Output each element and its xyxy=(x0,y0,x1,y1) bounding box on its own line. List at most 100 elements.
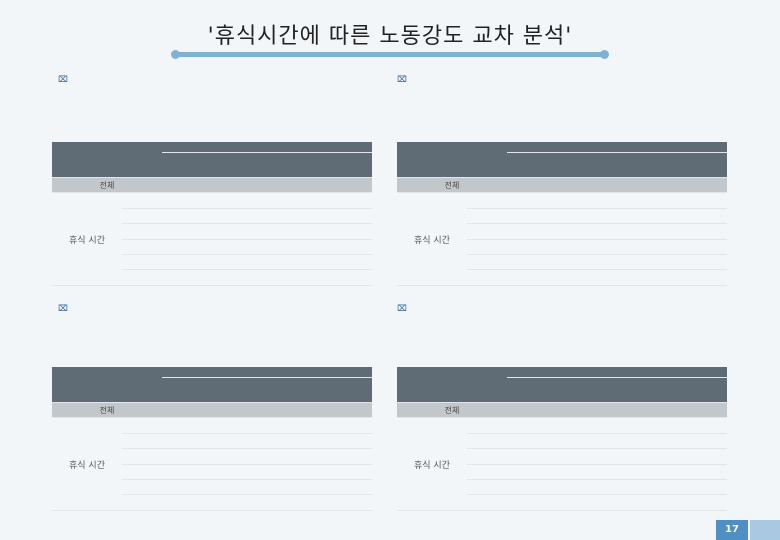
table-cell xyxy=(232,494,267,511)
table-cell xyxy=(122,417,162,434)
table-cell xyxy=(543,464,581,480)
table-cell xyxy=(267,479,302,496)
table-cell xyxy=(580,433,617,450)
note-marker-icon: ⌧ xyxy=(58,304,68,314)
table-cell xyxy=(162,239,197,255)
column-header xyxy=(653,152,691,178)
column-header xyxy=(337,152,372,178)
table-cell xyxy=(616,417,654,434)
table-cell xyxy=(162,192,197,209)
column-header xyxy=(543,152,581,178)
table-cell xyxy=(232,417,267,434)
table-cell xyxy=(690,464,727,480)
table-cell xyxy=(302,448,337,465)
total-label: 전체 xyxy=(397,402,507,419)
table-cell xyxy=(267,269,302,286)
table-cell xyxy=(337,192,372,209)
table-cell xyxy=(467,254,507,271)
column-header xyxy=(616,152,654,178)
table-cell xyxy=(616,494,654,511)
table-cell xyxy=(467,239,507,255)
table-cell xyxy=(616,254,654,271)
table-cell xyxy=(122,239,162,255)
table-cell xyxy=(507,254,544,271)
column-header xyxy=(267,377,302,403)
row-group-label: 휴식 시간 xyxy=(397,417,467,511)
table-cell xyxy=(653,208,691,225)
table-cell xyxy=(197,479,232,496)
column-header xyxy=(267,152,302,178)
table-cell xyxy=(267,223,302,240)
table-cell xyxy=(690,254,727,271)
table-cell xyxy=(507,494,544,511)
table-top-header xyxy=(162,142,372,153)
table-cell xyxy=(653,448,691,465)
table-cell xyxy=(467,464,507,480)
table-cell xyxy=(232,208,267,225)
table-cell xyxy=(543,494,581,511)
table-cell xyxy=(543,223,581,240)
table-cell xyxy=(616,402,654,419)
table-cell xyxy=(543,448,581,465)
column-header xyxy=(653,377,691,403)
column-header xyxy=(543,377,581,403)
table-cell xyxy=(302,269,337,286)
table-cell xyxy=(507,479,544,496)
note-marker-icon: ⌧ xyxy=(397,304,407,314)
table-cell xyxy=(653,177,691,194)
note-top-right: ⌧ xyxy=(397,74,727,87)
table-cell xyxy=(302,402,337,419)
table-row xyxy=(52,479,372,496)
table-row xyxy=(52,223,372,240)
table-cell xyxy=(197,417,232,434)
table-cell xyxy=(507,433,544,450)
table-corner-header xyxy=(52,367,162,403)
table-cell xyxy=(162,269,197,286)
table-cell xyxy=(337,417,372,434)
table-cell xyxy=(467,208,507,225)
table-cell xyxy=(302,433,337,450)
table-cell xyxy=(543,177,581,194)
table-cell xyxy=(467,192,507,209)
column-header xyxy=(507,377,544,403)
table-cell xyxy=(267,464,302,480)
row-group-label: 휴식 시간 xyxy=(52,417,122,511)
column-header xyxy=(162,377,197,403)
table-cell xyxy=(162,448,197,465)
table-cell xyxy=(653,494,691,511)
row-group-label: 휴식 시간 xyxy=(52,192,122,286)
table-cell xyxy=(162,254,197,271)
table-cell xyxy=(197,269,232,286)
table-cell xyxy=(543,239,581,255)
table-cell xyxy=(337,448,372,465)
table-cell xyxy=(122,464,162,480)
table-cell xyxy=(302,479,337,496)
table-row xyxy=(52,269,372,286)
table-cell xyxy=(232,433,267,450)
table-cell xyxy=(337,433,372,450)
table-corner-header xyxy=(397,367,507,403)
table-cell xyxy=(507,464,544,480)
page-number: 17 xyxy=(716,520,748,540)
column-header xyxy=(616,377,654,403)
table-cell xyxy=(653,402,691,419)
table-cell xyxy=(507,177,544,194)
table-row xyxy=(397,208,727,225)
table-cell xyxy=(302,192,337,209)
table-cell xyxy=(162,494,197,511)
total-row: 전체 xyxy=(52,402,372,419)
note-bottom-left: ⌧ xyxy=(58,303,378,316)
total-label: 전체 xyxy=(52,402,162,419)
table-cell xyxy=(580,402,617,419)
table-cell xyxy=(580,192,617,209)
table-cell xyxy=(162,464,197,480)
table-cell xyxy=(197,223,232,240)
table-cell xyxy=(267,177,302,194)
data-table-2: 전체 휴식 시간 xyxy=(397,142,727,286)
table-cell xyxy=(122,433,162,450)
table-cell xyxy=(197,177,232,194)
column-header xyxy=(337,377,372,403)
table-cell xyxy=(616,177,654,194)
table-cell xyxy=(302,494,337,511)
table-cell xyxy=(690,192,727,209)
